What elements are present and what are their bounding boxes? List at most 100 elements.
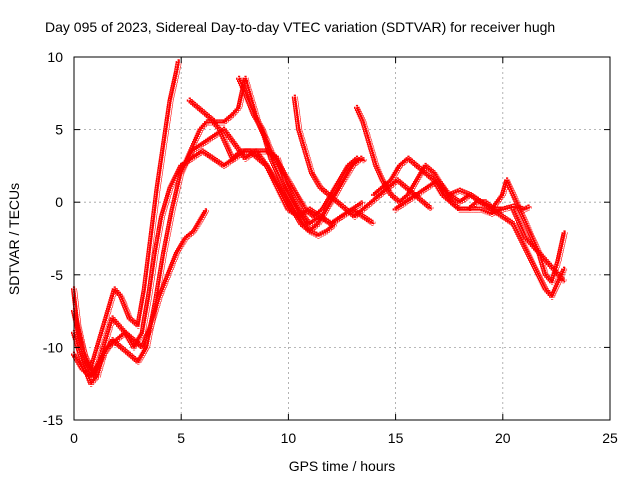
data-point-marker [230,139,237,146]
data-point-marker [124,331,131,338]
data-point-marker [440,184,447,191]
y-tick-label: 5 [55,122,63,138]
data-point-marker [425,203,432,210]
data-point-marker [455,197,462,204]
data-point-marker [83,369,90,376]
data-point-marker [195,104,202,111]
data-point-marker [331,196,338,203]
data-point-marker [444,190,451,197]
data-point-marker [356,157,363,164]
data-point-marker [473,195,479,202]
data-point-marker [203,112,210,119]
data-point-marker [129,335,136,342]
data-point-marker [326,191,333,198]
data-point-marker [422,162,429,169]
data-point-marker [298,220,305,227]
data-point-marker [112,318,119,325]
data-point-marker [483,202,490,209]
data-point-marker [545,275,552,282]
data-point-marker [446,197,453,204]
data-point-marker [114,320,121,327]
series-trace-4 [71,208,209,380]
data-point-marker [427,205,434,212]
data-point-marker [126,351,133,358]
data-point-marker [393,196,400,203]
data-point-marker [191,101,198,108]
data-point-marker [442,186,449,193]
data-point-marker [536,250,543,257]
data-point-marker [558,275,565,282]
data-point-marker [130,318,137,325]
data-point-marker [329,194,336,201]
data-point-marker [418,197,425,204]
data-point-marker [367,218,374,225]
x-tick-label: 25 [602,430,618,446]
data-point-marker [348,210,355,217]
series-trace-1 [71,59,182,373]
data-point-marker [426,173,433,180]
data-point-marker [330,222,337,229]
data-point-marker [217,160,224,167]
data-point-marker [438,181,445,188]
data-point-marker [235,146,242,153]
data-point-marker [229,137,236,144]
data-point-marker [260,159,267,166]
data-point-marker [341,205,348,212]
data-point-marker [223,130,230,137]
data-point-marker [226,133,233,140]
data-point-marker [553,269,560,276]
data-point-marker [422,200,429,207]
data-point-marker [120,328,127,335]
data-point-marker [210,155,217,162]
data-point-marker [396,178,403,185]
data-point-marker [529,242,536,249]
x-tick-label: 15 [388,430,404,446]
data-point-marker [450,200,457,207]
data-point-marker [302,206,309,213]
y-tick-label: 0 [55,194,63,210]
data-point-marker [327,193,334,200]
data-point-marker [309,212,316,219]
data-point-marker [494,210,501,217]
data-point-marker [545,260,552,267]
data-point-marker [346,209,353,216]
data-point-marker [531,244,538,251]
data-point-marker [419,167,426,174]
data-point-marker [350,212,357,219]
data-point-marker [203,150,210,157]
data-point-marker [444,196,451,203]
data-point-marker [221,126,228,133]
data-point-marker [534,248,541,255]
y-tick-label: 10 [47,49,63,65]
data-point-marker [262,161,269,168]
data-point-marker [234,144,241,151]
data-point-marker [79,366,86,373]
data-point-marker [422,170,429,177]
data-point-marker [128,353,135,360]
data-point-marker [542,257,549,264]
data-point-marker [426,165,433,172]
data-point-marker [561,266,568,273]
plot-frame [73,56,611,421]
data-point-marker [429,175,436,182]
data-point-marker [429,168,436,175]
data-point-marker [453,196,460,203]
data-point-marker [131,319,138,326]
data-point-marker [561,230,568,237]
data-point-marker [555,271,562,278]
data-point-marker [322,217,329,224]
data-point-marker [505,217,512,224]
data-point-marker [307,210,314,217]
data-point-marker [550,266,557,273]
data-point-marker [478,199,485,206]
data-point-marker [200,109,207,116]
data-point-marker [407,157,414,164]
series-layer [71,59,568,387]
data-point-marker [322,189,329,196]
data-point-marker [441,193,448,200]
data-point-marker [365,217,372,224]
series-line [73,150,375,378]
data-point-marker [250,151,257,158]
data-point-marker [285,206,292,213]
data-point-marker [415,164,422,171]
